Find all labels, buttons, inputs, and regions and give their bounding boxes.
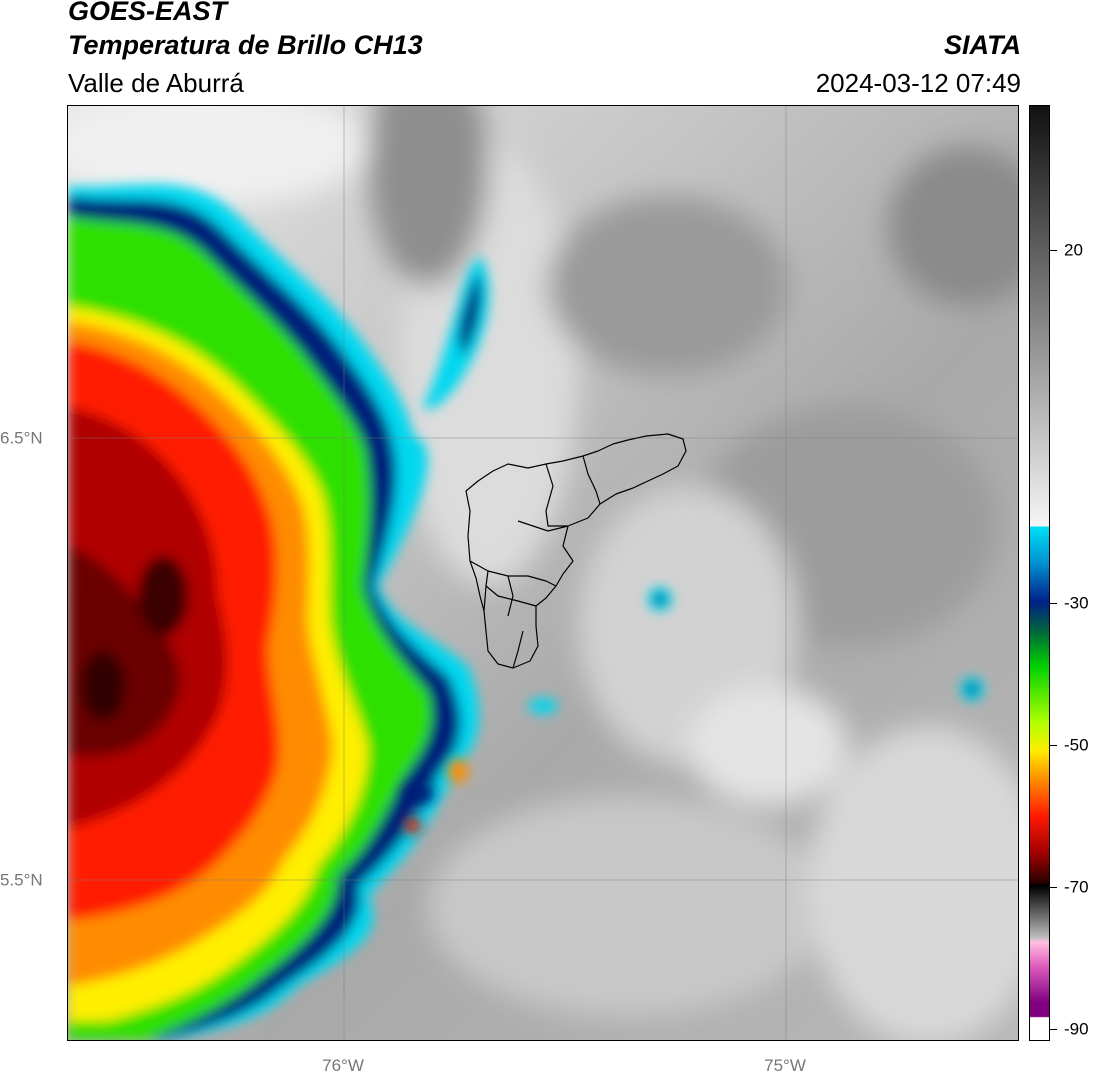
colorbar-tick (1050, 250, 1057, 251)
aburra-valley-boundary (465, 433, 687, 669)
lon-label-76w: 76°W (322, 1056, 364, 1075)
region-subtitle: Valle de Aburrá (68, 68, 244, 98)
cell-inner-red (405, 818, 421, 834)
colorbar-tick (1050, 887, 1057, 888)
cold-spot-2 (81, 651, 125, 721)
lon-label-75w: 75°W (764, 1056, 806, 1075)
isolated-cells (402, 256, 984, 834)
cell-south-cyan (528, 698, 558, 714)
organization-label: SIATA (944, 30, 1021, 60)
municipality-lines (469, 455, 601, 669)
cloud-texture (68, 106, 1018, 1040)
cell-center-blue (654, 593, 666, 605)
product-title: Temperatura de Brillo CH13 (68, 30, 423, 60)
satellite-map[interactable] (67, 105, 1019, 1041)
cell-east-blue (966, 683, 978, 695)
colorbar-label-minus50: -50 (1064, 735, 1089, 755)
cell-inner-blue (402, 784, 434, 804)
cell-north-blue (458, 271, 482, 356)
map-canvas (68, 106, 1018, 1040)
timestamp-label: 2024-03-12 07:49 (815, 68, 1021, 98)
cold-cloud-cell (68, 184, 479, 1040)
colorbar-label-minus70: -70 (1064, 877, 1089, 897)
gridlines (68, 106, 1018, 1040)
temperature-colorbar (1029, 105, 1050, 1041)
colorbar-label-minus30: -30 (1064, 593, 1089, 613)
colorbar-tick (1050, 603, 1057, 604)
cold-spot-1 (138, 556, 188, 636)
colorbar-label-minus90: -90 (1064, 1019, 1089, 1039)
lat-label-5-5n: 5.5°N (0, 870, 43, 890)
satellite-title: GOES-EAST (68, 0, 228, 26)
colorbar-gradient (1030, 106, 1049, 1040)
colorbar-label-20: 20 (1064, 240, 1083, 260)
colorbar-tick (1050, 1029, 1057, 1030)
lat-label-6-5n: 6.5°N (0, 428, 43, 448)
cell-inner-orange (448, 759, 468, 783)
colorbar-tick (1050, 745, 1057, 746)
